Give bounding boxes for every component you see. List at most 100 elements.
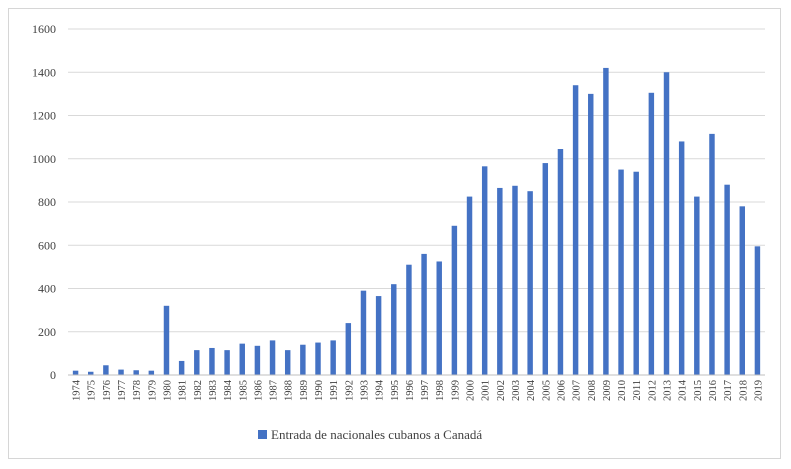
x-tick-label-1976: 1976	[102, 380, 113, 401]
y-tick-label: 1200	[32, 109, 56, 123]
y-tick-label: 1600	[32, 22, 56, 36]
y-tick-label: 1400	[32, 65, 56, 79]
x-tick-label-2000: 2000	[466, 380, 477, 401]
bar-2005	[542, 163, 549, 375]
bar-1986	[254, 345, 261, 375]
bar-1988	[284, 350, 291, 375]
bar-2015	[694, 196, 700, 375]
bar-2010	[618, 169, 624, 375]
x-axis-tick-labels: 1974 1975 1976 1977 1978 1979 1980 1981 1982 1983…	[72, 379, 765, 401]
x-tick-label-2015: 2015	[693, 380, 704, 401]
x-tick-label-1999: 1999	[450, 380, 461, 401]
y-tick-label: 1000	[32, 152, 56, 166]
bar-1998	[436, 261, 442, 375]
bar-1985	[239, 343, 245, 375]
x-tick-label-1980: 1980	[162, 380, 173, 401]
bar-1989	[300, 344, 306, 375]
x-tick-label-1997: 1997	[420, 380, 431, 401]
bar-1999	[451, 225, 458, 375]
x-tick-label-1993: 1993	[359, 380, 370, 401]
x-tick-label-1988: 1988	[284, 380, 295, 401]
bar-2013	[663, 72, 670, 375]
bar-2014	[678, 141, 685, 375]
gridlines	[68, 28, 765, 333]
bar-2008	[588, 93, 594, 375]
x-tick-label-1996: 1996	[405, 380, 416, 401]
bars	[72, 67, 761, 376]
bar-2000	[466, 196, 473, 375]
bar-1995	[391, 284, 397, 375]
x-tick-label-2014: 2014	[678, 379, 689, 401]
x-tick-label-1974: 1974	[72, 379, 83, 401]
x-tick-label-2019: 2019	[753, 380, 764, 401]
x-tick-label-1998: 1998	[435, 380, 446, 401]
bar-2006	[557, 149, 564, 375]
bar-1974	[72, 370, 79, 375]
x-tick-label-2013: 2013	[663, 380, 674, 401]
bar-1996	[406, 264, 412, 375]
bar-2011	[633, 171, 639, 375]
y-tick-label: 200	[38, 325, 56, 339]
bar-2017	[724, 184, 730, 375]
x-tick-label-1982: 1982	[193, 380, 204, 401]
y-tick-label: 600	[38, 238, 56, 252]
x-tick-label-1975: 1975	[87, 380, 98, 401]
x-tick-label-1985: 1985	[238, 380, 249, 401]
x-tick-label-1979: 1979	[147, 380, 158, 401]
x-tick-label-2008: 2008	[587, 380, 598, 401]
x-tick-label-1986: 1986	[253, 380, 264, 401]
bar-2001	[481, 166, 488, 375]
y-tick-label: 0	[50, 368, 56, 382]
x-tick-label-2005: 2005	[541, 380, 552, 401]
bar-1987	[269, 340, 276, 375]
bar-1984	[224, 350, 230, 375]
x-tick-label-1978: 1978	[132, 380, 143, 401]
x-tick-label-2010: 2010	[617, 380, 628, 401]
x-tick-label-1992: 1992	[344, 380, 355, 401]
bar-1976	[103, 365, 109, 375]
bar-1975	[88, 371, 94, 375]
bar-1993	[360, 290, 367, 375]
x-tick-label-2017: 2017	[723, 380, 734, 401]
bar-1978	[133, 370, 139, 375]
bar-1992	[345, 323, 352, 375]
x-tick-label-2003: 2003	[511, 380, 522, 401]
legend-label: Entrada de nacionales cubanos a Canadá	[271, 427, 482, 442]
x-tick-label-2018: 2018	[738, 380, 749, 401]
x-tick-label-1994: 1994	[375, 379, 386, 401]
x-tick-label-2012: 2012	[647, 380, 658, 401]
x-tick-label-1991: 1991	[329, 380, 340, 401]
bar-1981	[178, 360, 185, 375]
bar-1979	[148, 370, 155, 375]
bar-2009	[603, 67, 609, 376]
x-tick-label-1981: 1981	[178, 380, 189, 401]
bar-1994	[375, 296, 382, 375]
x-tick-label-2011: 2011	[632, 380, 643, 401]
bar-2012	[648, 92, 655, 375]
bar-1982	[194, 350, 200, 375]
x-tick-label-2009: 2009	[602, 380, 613, 401]
x-tick-label-2002: 2002	[496, 380, 507, 401]
bar-1980	[163, 305, 170, 375]
bar-1990	[315, 342, 321, 375]
x-tick-label-2001: 2001	[481, 380, 492, 401]
x-tick-label-2004: 2004	[526, 379, 537, 401]
bar-2016	[709, 133, 715, 375]
bar-1997	[421, 253, 427, 375]
legend: Entrada de nacionales cubanos a Canadá	[258, 427, 482, 442]
x-tick-label-2007: 2007	[572, 380, 583, 401]
bar-2019	[754, 246, 761, 375]
x-tick-label-1987: 1987	[269, 380, 280, 401]
x-tick-label-2016: 2016	[708, 380, 719, 401]
x-tick-label-1989: 1989	[299, 380, 310, 401]
x-tick-label-1984: 1984	[223, 379, 234, 401]
bar-1983	[209, 347, 215, 375]
x-tick-label-1983: 1983	[208, 380, 219, 401]
x-tick-label-1977: 1977	[117, 380, 128, 401]
y-tick-label: 400	[38, 282, 56, 296]
bar-1977	[118, 369, 124, 375]
bar-2003	[512, 185, 518, 375]
y-axis-tick-labels: 0 200 400 600 800 1000 1200 1400 1600	[32, 22, 56, 382]
y-tick-label: 800	[38, 195, 56, 209]
